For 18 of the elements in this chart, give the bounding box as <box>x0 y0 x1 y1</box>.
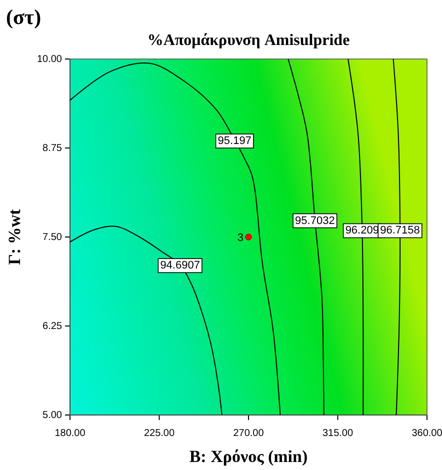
x-tick-label: 270.00 <box>233 428 264 439</box>
line-series <box>70 226 222 416</box>
y-tick-label: 10.00 <box>36 54 62 66</box>
y-tick-label: 7.50 <box>42 232 62 244</box>
y-tick-label: 6.25 <box>42 321 62 332</box>
x-tick-label: 180.00 <box>54 428 86 439</box>
line-series <box>70 62 281 416</box>
annotation: 3 <box>237 232 244 244</box>
y-tick-label: 5.00 <box>42 410 62 422</box>
x-axis-title: B: Χρόνος (min) <box>189 447 308 466</box>
x-tick-label: 225.00 <box>144 428 175 439</box>
text: (στ) <box>6 5 42 29</box>
x-tick-label: 315.00 <box>322 428 354 439</box>
point <box>245 234 252 240</box>
x-tick-label: 360.00 <box>412 428 442 439</box>
y-tick-label: 8.75 <box>42 143 62 154</box>
y-axis-title: Γ: %wt <box>5 208 24 265</box>
chart-title: %Απομάκρυνση Amisulpride <box>147 32 350 49</box>
